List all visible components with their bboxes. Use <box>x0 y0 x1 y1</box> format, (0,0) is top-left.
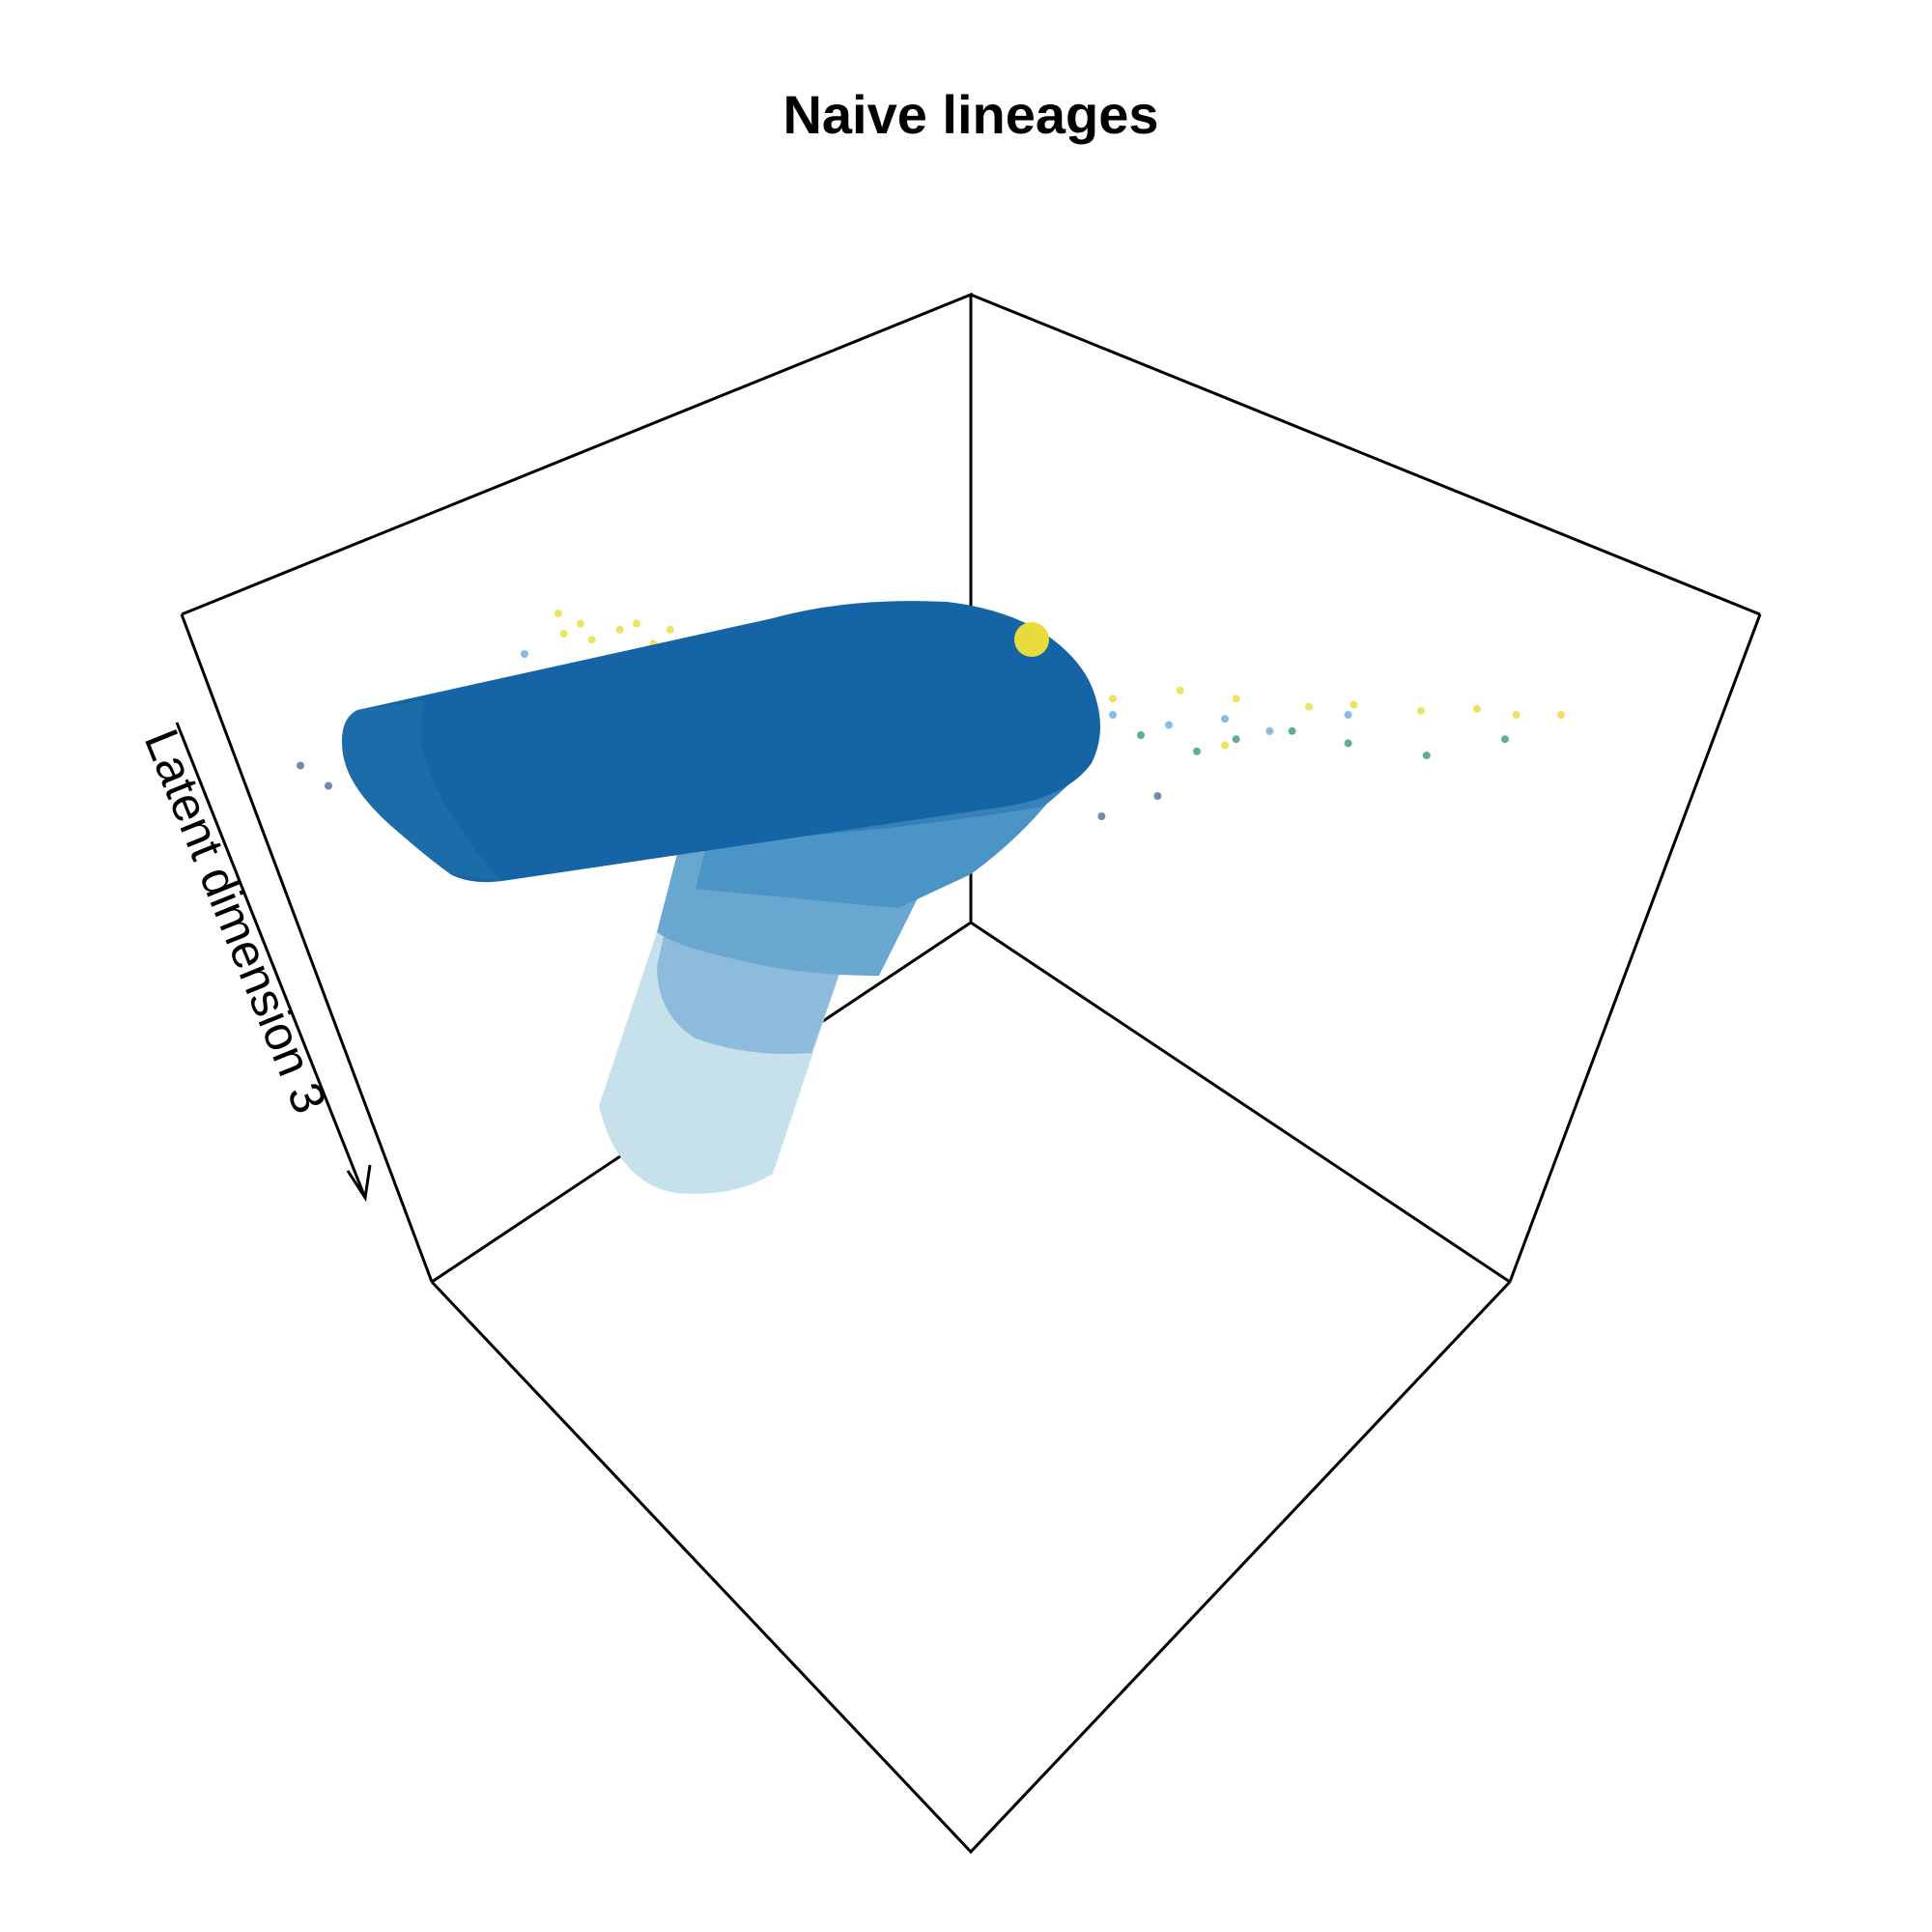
z-axis-arrowhead <box>346 1164 372 1203</box>
z-axis-label: Latent dimension 3 <box>134 722 337 1121</box>
data-point <box>1501 735 1509 744</box>
data-point <box>1232 735 1240 744</box>
data-point <box>666 625 674 634</box>
data-point <box>1137 731 1145 739</box>
z-axis-arrow-line <box>175 722 367 1199</box>
data-point <box>1153 792 1162 800</box>
scatter-points-front <box>297 686 1565 820</box>
data-point <box>1193 747 1201 755</box>
data-point <box>1305 702 1313 711</box>
data-point <box>1557 711 1565 719</box>
lineage-tube-1 <box>342 601 1100 883</box>
data-point <box>559 630 568 638</box>
box-edge-front-bottom <box>430 1280 1512 1855</box>
data-point <box>577 619 584 628</box>
data-point <box>633 619 640 628</box>
data-point <box>1344 711 1352 719</box>
data-point <box>1221 741 1229 750</box>
data-point <box>1232 695 1240 703</box>
box-edge-back-right <box>970 293 1761 616</box>
data-point <box>297 761 304 770</box>
data-point <box>1221 715 1229 724</box>
data-point <box>1109 695 1117 703</box>
data-point <box>1473 704 1481 713</box>
box-edge-right-vertical <box>1508 613 1762 1283</box>
data-point <box>325 781 332 790</box>
data-point <box>1176 686 1184 695</box>
data-point <box>554 610 562 617</box>
data-point <box>1265 726 1274 735</box>
tube-main-body <box>342 601 1100 883</box>
data-point <box>587 636 596 644</box>
box-edges <box>180 292 1762 1855</box>
data-point <box>1165 721 1173 729</box>
chart-title: Naive lineages <box>782 84 1158 145</box>
box-edge-floor-right <box>970 921 1511 1284</box>
data-point <box>1097 812 1106 820</box>
data-point <box>1109 711 1117 719</box>
data-point <box>1422 752 1431 759</box>
data-point <box>1288 726 1296 735</box>
tube-left-cap-shade <box>342 700 502 881</box>
data-point <box>615 625 624 634</box>
data-point <box>521 650 528 658</box>
data-point <box>1417 706 1425 715</box>
data-point <box>1350 700 1358 709</box>
lineage-root-marker <box>1014 622 1049 657</box>
data-point <box>1512 711 1520 719</box>
data-point <box>1344 739 1352 748</box>
box-edge-left-vertical <box>180 613 434 1283</box>
z-axis-indicator: Latent dimension 3 <box>134 722 372 1203</box>
